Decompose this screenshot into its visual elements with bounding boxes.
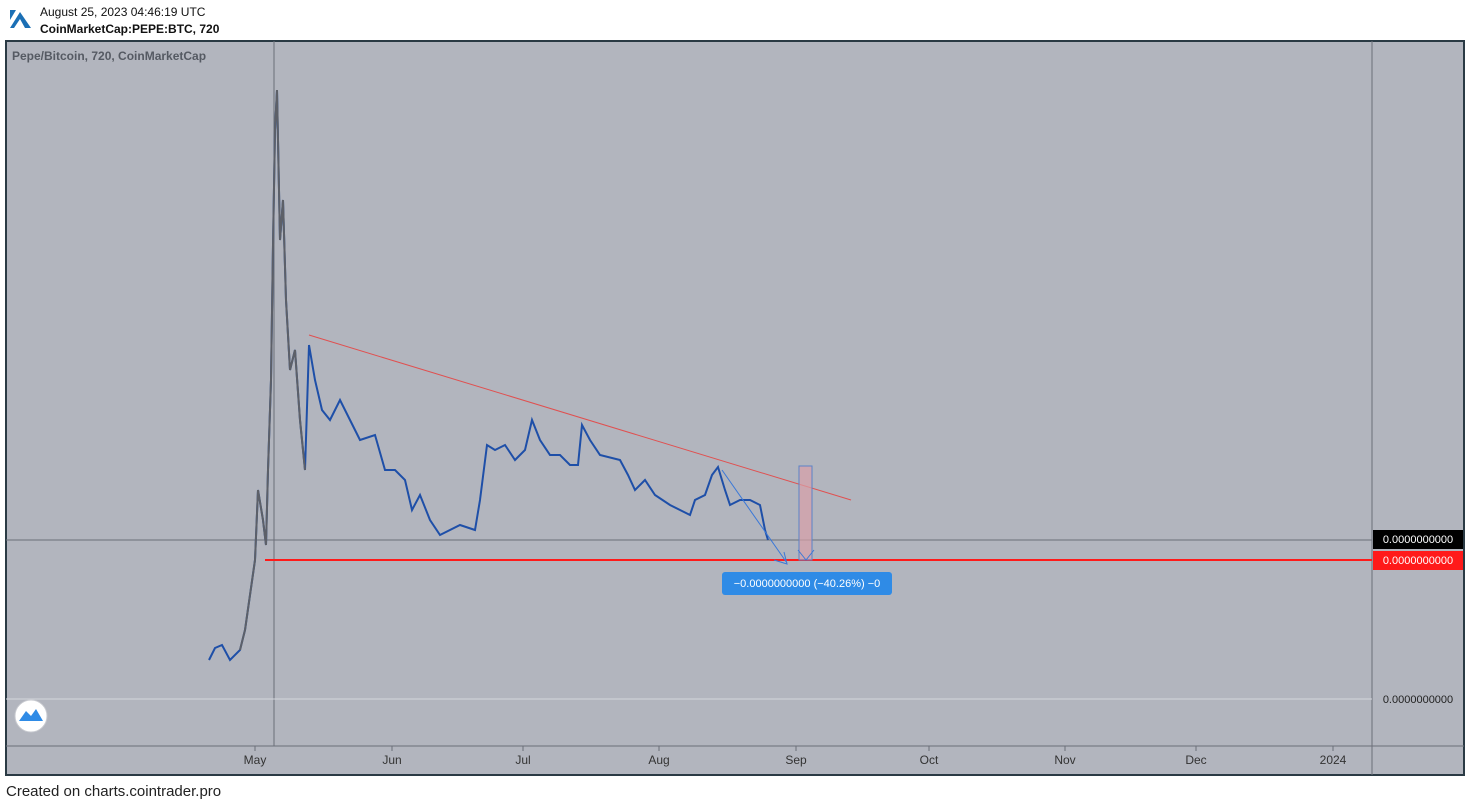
header-logo [10,10,31,28]
measure-box [798,465,813,561]
time-label: Dec [1185,753,1206,767]
last-price-box [1373,530,1463,549]
measure-arrow [797,549,815,561]
time-label: Jun [382,753,401,767]
watermark-logo [14,699,48,733]
measure-label-box [722,572,892,595]
time-label: May [244,753,267,767]
trendline [308,334,852,501]
time-label: Sep [785,753,807,767]
last-price-label: 0.0000000000 [1383,534,1453,546]
time-label: Aug [648,753,669,767]
measure-label: −0.0000000000 (−40.26%) −0 [734,578,881,590]
chart-legend: Pepe/Bitcoin, 720, CoinMarketCap [12,49,206,63]
time-label: Nov [1054,753,1075,767]
projection-arrow [721,469,788,564]
footer: Created on charts.cointrader.pro [6,783,221,800]
arrow-head [773,551,788,565]
symbol: CoinMarketCap:PEPE:BTC, 720 [40,22,220,36]
target-price-box [1373,551,1463,570]
timestamp: August 25, 2023 04:46:19 UTC [40,5,206,19]
time-label: Jul [515,753,530,767]
time-label: Oct [920,753,939,767]
price-axis-label: 0.0000000000 [1383,694,1453,706]
price-line-up [239,89,306,651]
chart-frame [5,40,1465,776]
time-axis: May Jun Jul Aug Sep Oct Nov Dec 2024 [244,746,1347,767]
time-label: 2024 [1320,753,1347,767]
target-price-label: 0.0000000000 [1383,555,1453,567]
